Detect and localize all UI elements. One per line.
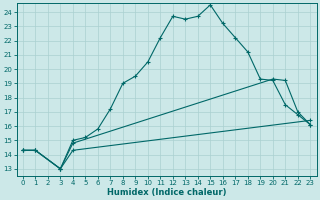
X-axis label: Humidex (Indice chaleur): Humidex (Indice chaleur) — [107, 188, 226, 197]
